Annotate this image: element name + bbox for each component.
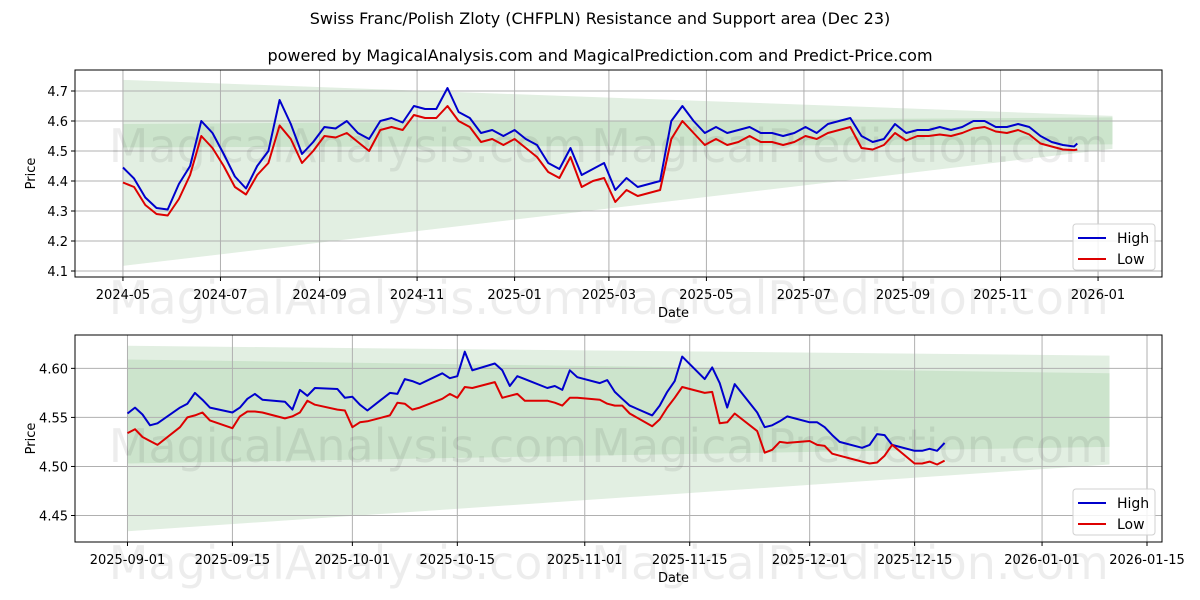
high-legend-label: High <box>1117 231 1149 247</box>
x-tick-label: 2026-01-01 <box>1004 553 1080 568</box>
x-tick-label: 2025-09-15 <box>195 553 271 568</box>
x-tick-label: 2024-05 <box>96 288 150 303</box>
x-tick-label: 2025-11-15 <box>652 553 728 568</box>
y-axis-label: Price <box>24 423 39 455</box>
low-line <box>122 105 1078 217</box>
watermark: MagicalAnalysis.com <box>109 419 588 473</box>
y-tick-label: 4.4 <box>47 175 68 190</box>
y-tick-label: 4.1 <box>47 265 68 280</box>
low-legend-label: Low <box>1117 252 1145 268</box>
watermark: MagicalPrediction.com <box>591 536 1109 590</box>
watermark: MagicalAnalysis.com <box>109 536 588 590</box>
x-tick-label: 2025-09-01 <box>90 553 166 568</box>
x-tick-label: 2025-03 <box>582 288 636 303</box>
x-tick-label: 2025-12-01 <box>772 553 848 568</box>
y-tick-label: 4.60 <box>39 362 68 377</box>
chart-title: Swiss Franc/Polish Zloty (CHFPLN) Resist… <box>309 9 891 28</box>
x-tick-label: 2026-01 <box>1071 288 1125 303</box>
x-tick-label: 2026-01-15 <box>1109 553 1185 568</box>
x-tick-label: 2024-09 <box>292 288 346 303</box>
x-tick-label: 2025-11 <box>973 288 1027 303</box>
y-tick-label: 4.45 <box>39 510 68 525</box>
x-axis-label: Date <box>658 306 689 321</box>
x-tick-label: 2025-12-15 <box>877 553 953 568</box>
y-tick-label: 4.55 <box>39 411 68 426</box>
x-tick-label: 2025-01 <box>487 288 541 303</box>
x-tick-label: 2025-11-01 <box>547 553 623 568</box>
y-tick-label: 4.6 <box>47 115 68 130</box>
high-legend-label: High <box>1117 496 1149 512</box>
x-axis-label: Date <box>658 571 689 586</box>
low-line <box>127 381 946 466</box>
x-tick-label: 2025-10-15 <box>420 553 496 568</box>
legend: High Low <box>1072 488 1156 536</box>
x-tick-label: 2025-05 <box>679 288 733 303</box>
high-line <box>126 350 946 452</box>
legend: High Low <box>1072 223 1156 271</box>
watermark: MagicalAnalysis.com <box>109 119 588 173</box>
x-tick-label: 2024-11 <box>390 288 444 303</box>
inner-band <box>122 117 1113 148</box>
full-range-chart: 4.1 4.2 4.3 4.4 4.5 4.6 4.7 2024-05 2024-07 2024-… <box>24 69 1163 325</box>
y-tick-label: 4.5 <box>47 145 68 160</box>
low-legend-label: Low <box>1117 517 1145 533</box>
plot-frame <box>74 334 1163 543</box>
y-axis-label: Price <box>24 158 39 190</box>
x-tick-label: 2025-09 <box>876 288 930 303</box>
x-tick-label: 2025-10-01 <box>315 553 391 568</box>
inner-band <box>127 359 1110 464</box>
zoomed-range-chart: 4.45 4.50 4.55 4.60 2025-09-01 2025-09-15 2025… <box>24 334 1185 590</box>
chart-subtitle: powered by MagicalAnalysis.com and Magic… <box>267 46 933 65</box>
plot-frame <box>74 69 1163 278</box>
x-tick-label: 2024-07 <box>193 288 247 303</box>
y-tick-label: 4.7 <box>47 85 68 100</box>
x-tick-label: 2025-07 <box>777 288 831 303</box>
watermark: MagicalAnalysis.com <box>109 271 588 325</box>
watermark: MagicalPrediction.com <box>591 419 1109 473</box>
y-tick-label: 4.3 <box>47 205 68 220</box>
y-tick-label: 4.50 <box>39 460 68 475</box>
high-line <box>122 87 1078 211</box>
y-tick-label: 4.2 <box>47 235 68 250</box>
watermark: MagicalPrediction.com <box>591 271 1109 325</box>
